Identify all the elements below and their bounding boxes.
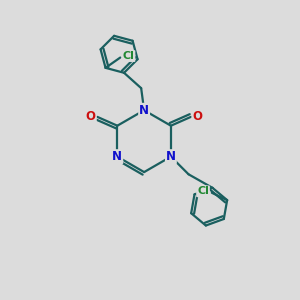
Text: N: N [139, 104, 149, 117]
Text: N: N [166, 150, 176, 163]
Text: O: O [86, 110, 96, 123]
Text: O: O [192, 110, 203, 123]
Text: N: N [112, 150, 122, 163]
Text: Cl: Cl [123, 51, 134, 61]
Text: Cl: Cl [197, 186, 209, 196]
